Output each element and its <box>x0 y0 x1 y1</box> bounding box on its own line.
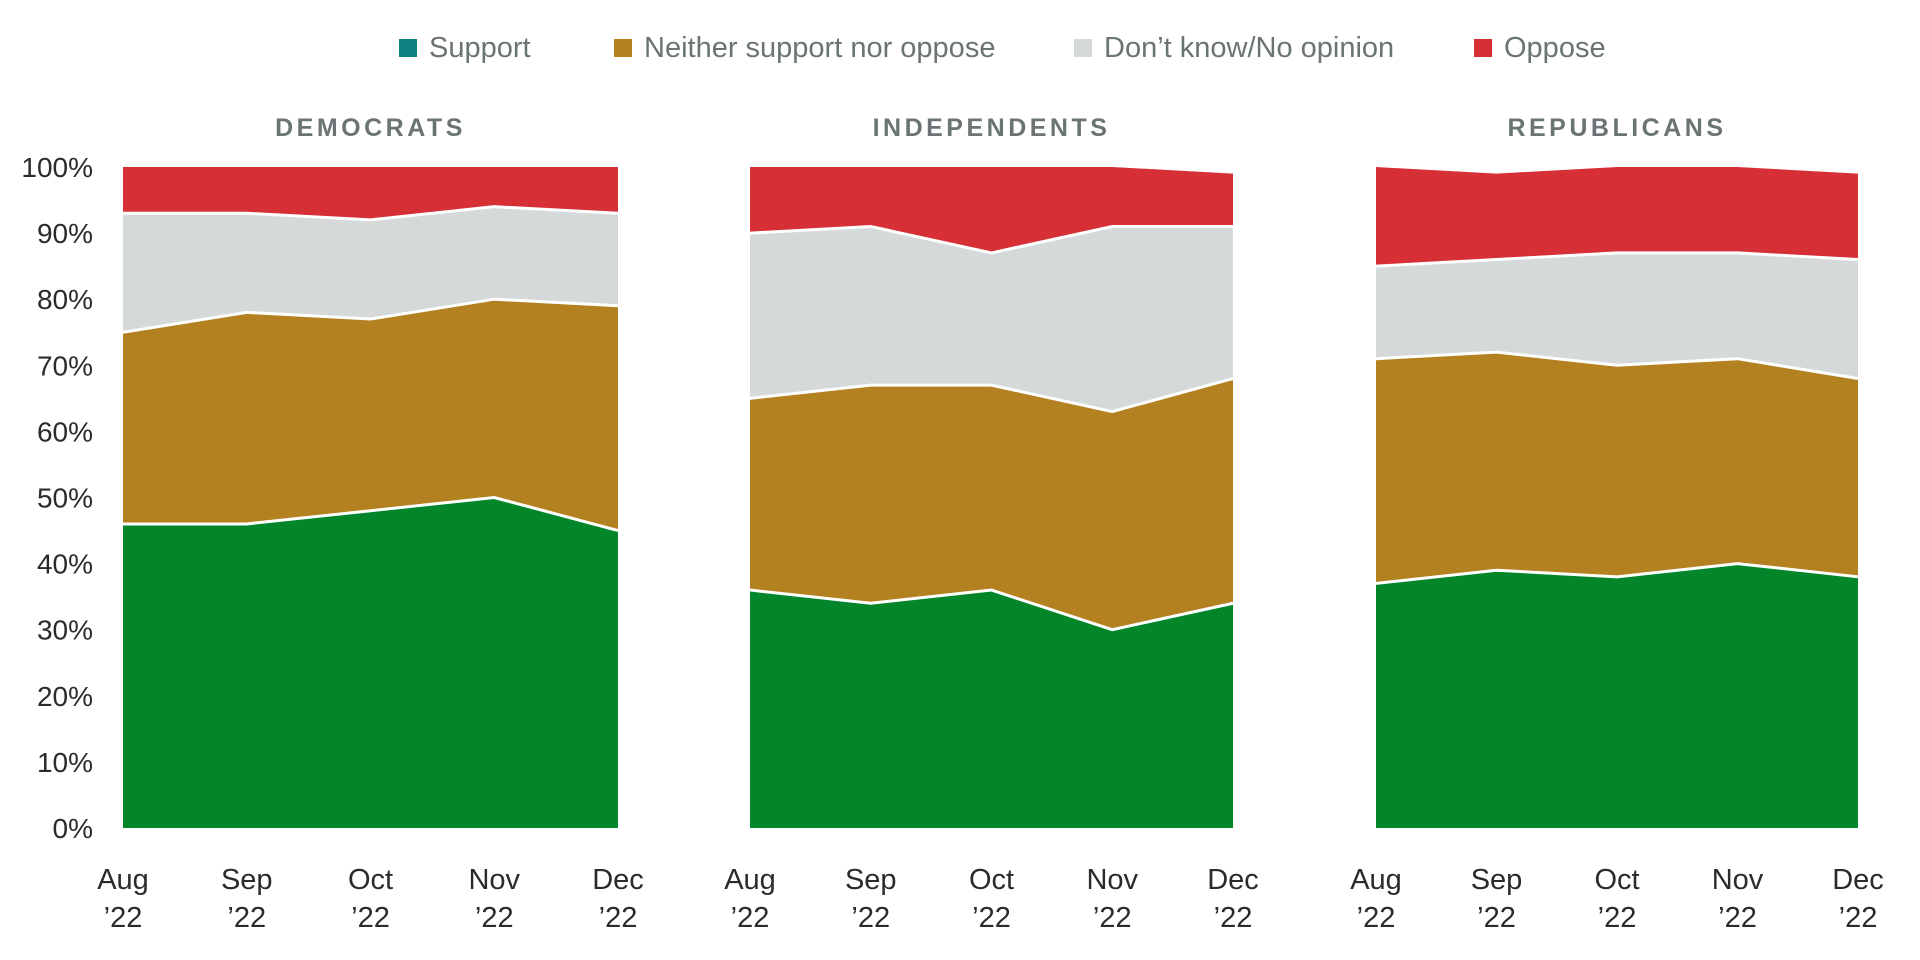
x-tick-label: Aug <box>724 864 776 896</box>
x-tick-label: Oct <box>348 864 393 896</box>
x-tick-label: Oct <box>1594 864 1639 896</box>
area-oppose <box>1376 167 1858 267</box>
x-tick-label: Sep <box>1471 864 1523 896</box>
panel-republicans: REPUBLICANS Aug ’22 Sep ’22 Oct ’22 Nov ’22 Dec ’2… <box>1350 114 1884 934</box>
y-tick-label: 70% <box>37 350 93 381</box>
area-support <box>1376 563 1858 828</box>
separator-line-support <box>123 495 619 532</box>
separator-line-dontknow <box>123 205 619 222</box>
legend-label-support: Support <box>429 31 531 64</box>
x-tick-label-year: ’22 <box>1357 902 1396 934</box>
area-support <box>123 497 618 828</box>
y-tick-label: 100% <box>21 152 93 183</box>
legend-item-oppose: Oppose <box>1474 30 1606 66</box>
x-tick-label-year: ’22 <box>1598 902 1637 934</box>
separator-line-neither <box>1375 350 1859 381</box>
x-tick-label: Sep <box>845 864 897 896</box>
legend-swatch-dontknow <box>1074 39 1092 57</box>
legend-item-neither: Neither support nor oppose <box>614 30 995 66</box>
separator-line-support <box>749 588 1234 632</box>
x-tick-label: Aug <box>1350 864 1402 896</box>
separator-line-dontknow <box>1375 251 1859 268</box>
chart-panels: DEMOCRATSAug’22Sep’22Oct’22Nov’22Dec’22I… <box>97 114 1884 934</box>
x-tick-label-year: ’22 <box>1093 902 1132 934</box>
x-tick-label: Oct <box>969 864 1014 896</box>
area-oppose <box>750 167 1233 253</box>
panel-title: DEMOCRATS <box>275 114 466 142</box>
legend-item-dontknow: Don’t know/No opinion <box>1074 30 1394 66</box>
separator-line-support <box>1375 562 1859 585</box>
separator-line-dontknow <box>749 224 1233 255</box>
panel-independents: INDEPENDENTS Aug ’22 Sep ’22 Oct ’22 Nov ’22 Dec ’… <box>724 114 1259 934</box>
x-tick-label-year: ’22 <box>475 902 514 934</box>
area-dontknow <box>123 206 618 333</box>
x-tick-label-year: ’22 <box>731 902 770 934</box>
legend-label-dontknow: Don’t know/No opinion <box>1104 31 1395 64</box>
y-tick-label: 90% <box>37 218 93 249</box>
panel-title: INDEPENDENTS <box>873 114 1111 142</box>
y-tick-label: 50% <box>37 483 93 514</box>
chart-legend: Support Neither support nor oppose Don’t… <box>0 30 1920 66</box>
area-neither <box>750 378 1233 630</box>
y-tick-label: 0% <box>53 813 93 844</box>
x-tick-label: Dec <box>1832 864 1884 896</box>
y-tick-label: 20% <box>37 681 93 712</box>
x-tick-label: Nov <box>1712 864 1764 896</box>
area-support <box>750 590 1233 828</box>
x-tick-label-year: ’22 <box>972 902 1011 934</box>
x-tick-label: Nov <box>1086 864 1138 896</box>
x-tick-label: Aug <box>97 864 149 896</box>
x-tick-label: Nov <box>468 864 520 896</box>
y-tick-label: 60% <box>37 416 93 447</box>
x-tick-label: Sep <box>221 864 273 896</box>
x-tick-label-year: ’22 <box>104 902 143 934</box>
x-tick-label-year: ’22 <box>1718 902 1757 934</box>
legend-swatch-oppose <box>1474 39 1492 57</box>
x-tick-label-year: ’22 <box>1477 902 1516 934</box>
x-tick-label-year: ’22 <box>1214 902 1253 934</box>
panel-title: REPUBLICANS <box>1507 114 1726 142</box>
y-tick-label: 80% <box>37 284 93 315</box>
x-tick-label-year: ’22 <box>599 902 638 934</box>
legend-swatch-neither <box>614 39 632 57</box>
y-tick-label: 30% <box>37 615 93 646</box>
legend-swatch-support <box>399 39 417 57</box>
y-axis: 0% 10% 20% 30% 40% 50% 60% 70% 80% 90% 100% <box>21 152 93 844</box>
legend-item-support: Support <box>399 30 531 66</box>
legend-label-oppose: Oppose <box>1504 31 1606 64</box>
x-tick-label-year: ’22 <box>1839 902 1878 934</box>
x-tick-label: Dec <box>592 864 644 896</box>
separator-line-neither <box>122 297 619 334</box>
x-tick-label-year: ’22 <box>851 902 890 934</box>
area-dontknow <box>750 226 1233 412</box>
y-tick-label: 10% <box>37 747 93 778</box>
y-tick-label: 40% <box>37 549 93 580</box>
x-tick-label: Dec <box>1207 864 1259 896</box>
panel-democrats: DEMOCRATS Aug ’22 Sep ’22 Oct ’22 Nov ’22 Dec ’22 <box>97 114 644 934</box>
area-dontknow <box>1376 252 1858 379</box>
area-neither <box>1376 352 1858 584</box>
x-tick-label-year: ’22 <box>351 902 390 934</box>
separator-line-neither <box>749 377 1234 414</box>
x-tick-label-year: ’22 <box>227 902 266 934</box>
area-neither <box>123 299 618 531</box>
legend-label-neither: Neither support nor oppose <box>644 31 996 64</box>
